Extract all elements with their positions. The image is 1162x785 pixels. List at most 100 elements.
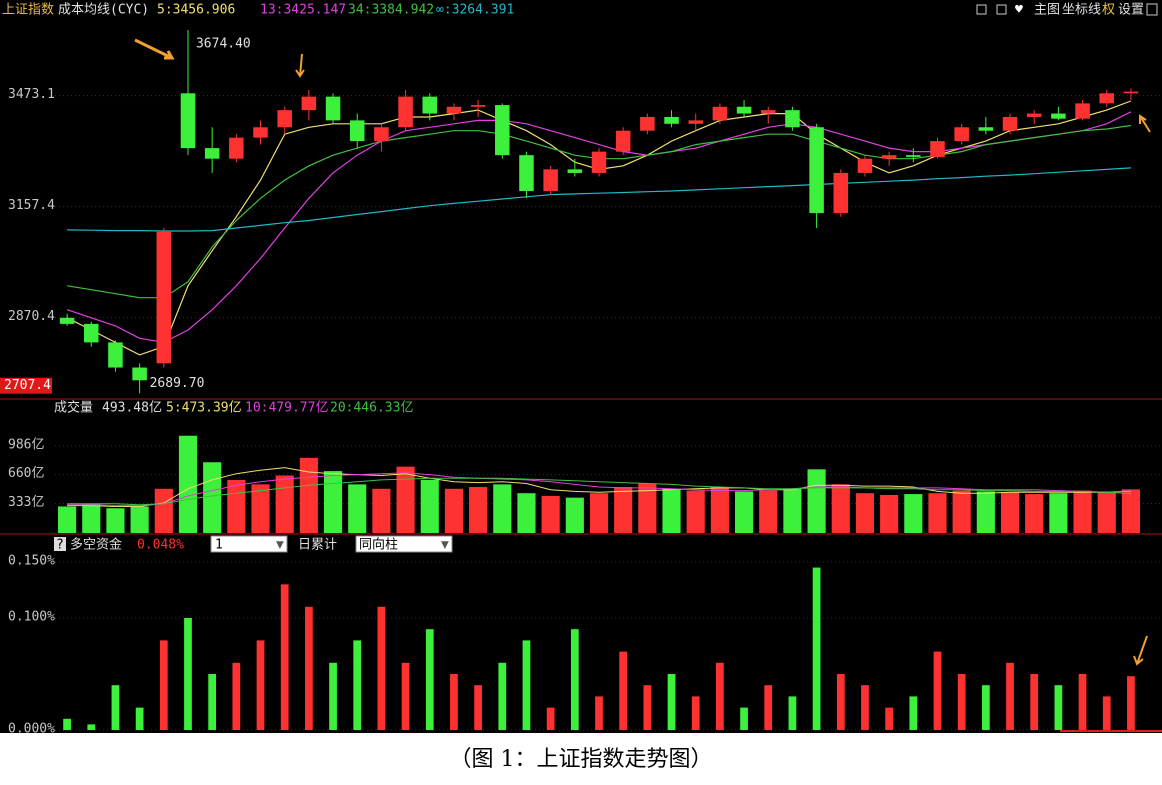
bar [570,629,579,730]
bar [111,685,120,730]
low-annotation: 2689.70 [150,376,205,391]
bar [880,494,899,533]
bar [619,651,628,730]
candle-body [978,127,994,131]
panel-title: 成交量 [54,400,93,416]
bar [154,488,173,533]
legend-entry: 34:3384.942 [348,3,434,18]
help-icon[interactable] [54,537,66,551]
y-tick-label: 333亿 [8,495,44,510]
bar [735,491,754,533]
bar [401,662,410,730]
y-tick-label: 3473.1 [8,87,55,102]
bar [981,685,990,730]
candle-body [204,148,220,159]
bar [256,640,265,730]
bar [1102,696,1111,730]
dropdown-arrow[interactable]: ▼ [276,538,284,553]
bar [474,685,482,730]
candle-body [688,120,703,124]
candle-body [736,106,752,114]
panel-title: 多空资金 [70,537,122,553]
bar [178,435,198,533]
arrow [295,53,305,78]
y-tick-label: 2870.4 [8,309,55,324]
bar [759,490,778,533]
candle-body [374,127,389,142]
bar [710,487,729,533]
select-value[interactable]: 1 [215,538,223,553]
bar [444,488,463,533]
chart-title: 上证指数 [2,3,54,18]
bar [106,508,125,533]
bar [63,718,71,730]
select[interactable] [210,535,288,553]
candle-body [349,120,365,142]
bar [909,696,918,730]
candle-body [398,96,413,128]
candle-body [1002,116,1018,131]
toolbar-button[interactable]: 主图 [1034,3,1060,18]
candle-body [760,110,776,114]
period-label: 日累计 [298,538,337,553]
y-tick-label: 3157.4 [8,198,55,213]
ma-line [67,477,1131,506]
bar [450,673,458,730]
dropdown-arrow[interactable]: ▼ [441,538,449,553]
candle-body [301,96,317,111]
bar [280,584,289,730]
select-value[interactable]: 同向柱 [359,537,398,553]
toolbar-button[interactable]: 权 [1102,2,1115,18]
icon[interactable]: ♥ [1015,3,1023,18]
toolbar-button[interactable]: 设置 [1118,3,1144,18]
legend-entry: 13:3425.147 [260,3,346,18]
candle-body [108,342,123,368]
candle-body [59,317,75,324]
bar [740,707,748,730]
bar [87,724,96,730]
candle-body [180,93,196,149]
bar [58,506,77,533]
bar [135,707,144,730]
candle-body [954,127,969,142]
ma-line [66,111,1132,344]
bar [227,479,246,533]
bar [517,493,536,533]
candle-body [1026,113,1042,117]
icon[interactable] [976,4,987,15]
bar [1097,491,1116,533]
bar [425,629,434,730]
bar [469,487,488,533]
legend-entry: 5:3456.906 [157,3,235,18]
bar [716,662,724,730]
bar [184,617,192,730]
icon[interactable] [1146,3,1158,16]
bar [595,696,603,730]
bar [614,487,633,533]
bar [232,662,241,730]
candle-body [640,116,655,131]
bar [522,640,531,730]
bar [203,462,222,533]
arrow [134,38,175,60]
candle-body [325,96,341,121]
candle-body [253,127,268,138]
candle-body [881,155,897,159]
legend-entry: ∞:3264.391 [436,3,514,18]
toolbar-button[interactable]: 坐标线 [1062,3,1101,18]
bar [928,493,947,533]
candle-body [156,231,172,364]
bar [304,606,313,730]
bar [976,491,995,533]
select[interactable] [355,535,453,553]
candle-body [591,151,607,173]
help-icon[interactable]: ? [56,538,64,553]
bar [643,685,652,730]
icon[interactable] [996,4,1007,15]
candle-body [277,110,292,128]
ma-line [67,472,1131,507]
bar [836,673,845,730]
bar [861,685,869,730]
